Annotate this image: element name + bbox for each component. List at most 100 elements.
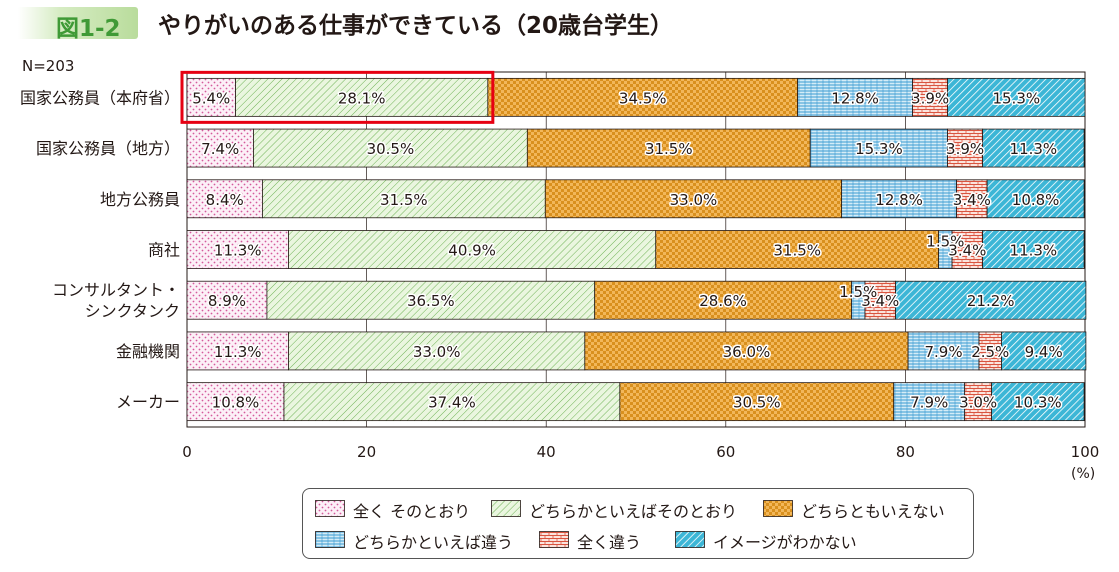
bar-メーカー-series0 [186, 382, 285, 422]
legend-label: どちらともいえない [801, 502, 945, 521]
data-label: 1.5% [839, 283, 877, 301]
category-label: シンクタンク [85, 302, 180, 321]
legend-swatch [539, 531, 569, 548]
data-label: 3.4% [861, 292, 899, 310]
bar-メーカー-series5 [991, 382, 1085, 422]
bar-コンサルタントシンクタンク-series5 [895, 280, 1087, 320]
x-tick-label: 80 [896, 443, 915, 461]
legend-label: イメージがわかない [713, 533, 857, 552]
bar-国家公務員本府省-series2 [487, 77, 799, 117]
bar-メーカー-series1 [283, 382, 621, 422]
data-label: 5.4% [192, 89, 230, 107]
highlight-box [180, 70, 495, 124]
bar-メーカー-series2 [619, 382, 895, 422]
category-label: メーカー [116, 393, 180, 412]
data-label: 11.3% [1010, 140, 1058, 158]
data-label: 12.8% [831, 89, 879, 107]
legend-label: 全く そのとおり [353, 502, 471, 521]
x-tick-label: 0 [182, 443, 192, 461]
category-label: コンサルタント・ [52, 281, 180, 300]
legend-swatch [763, 500, 793, 517]
data-label: 36.0% [723, 343, 771, 361]
bar-金融機関-series5 [1001, 331, 1087, 371]
data-label: 31.5% [645, 140, 693, 158]
data-label: 28.1% [338, 89, 386, 107]
bar-コンサルタントシンクタンク-series1 [266, 280, 596, 320]
bar-商社-series2 [655, 230, 940, 269]
data-label: 7.9% [910, 394, 948, 412]
data-label: 10.3% [1014, 394, 1062, 412]
data-label: 33.0% [413, 343, 461, 361]
bar-地方公務員-series0 [186, 179, 263, 219]
data-label: 7.4% [201, 140, 239, 158]
data-label: 21.2% [967, 292, 1015, 310]
data-label: 9.4% [1025, 343, 1063, 361]
data-label: 2.5% [971, 343, 1009, 361]
data-label: 10.8% [1012, 191, 1060, 209]
category-label: 地方公務員 [100, 190, 180, 209]
legend-swatch [315, 500, 345, 517]
bar-国家公務員地方-series2 [526, 128, 811, 168]
legend-swatch [491, 500, 521, 517]
data-label: 30.5% [367, 140, 415, 158]
category-label: 金融機関 [116, 342, 180, 361]
data-label: 37.4% [428, 394, 476, 412]
bar-地方公務員-series2 [544, 179, 843, 219]
legend: 全く そのとおり どちらかといえばそのとおり どちらともいえないどちらかといえば違う… [302, 488, 974, 559]
bar-金融機関-series0 [186, 331, 289, 371]
data-label: 33.0% [670, 191, 718, 209]
bar-国家公務員本府省-series1 [235, 77, 489, 117]
data-label: 1.5% [926, 233, 964, 251]
data-label: 3.4% [953, 191, 991, 209]
legend-label: どちらかといえば違う [353, 533, 514, 552]
data-label: 28.6% [699, 292, 747, 310]
axis-unit: (%) [1071, 466, 1096, 482]
bar-国家公務員地方-series4 [947, 128, 984, 168]
legend-label: どちらかといえばそのとおり [529, 502, 738, 521]
bar-金融機関-series1 [288, 331, 586, 371]
data-label: 7.9% [925, 343, 963, 361]
data-label: 3.9% [946, 140, 984, 158]
data-label: 34.5% [619, 89, 667, 107]
category-label: 国家公務員（本府省） [20, 88, 180, 107]
data-label: 30.5% [733, 394, 781, 412]
bar-国家公務員地方-series5 [982, 128, 1085, 168]
bar-国家公務員地方-series3 [809, 128, 949, 168]
legend-label: 全く違う [577, 533, 642, 552]
sample-size: N=203 [22, 57, 75, 75]
data-label: 36.5% [407, 292, 455, 310]
data-label: 12.8% [875, 191, 923, 209]
legend-swatch-fill [763, 500, 793, 517]
data-label: 3.0% [959, 394, 997, 412]
bar-コンサルタントシンクタンク-series4 [864, 280, 896, 320]
data-label: 11.3% [1010, 242, 1058, 260]
data-label: 8.9% [208, 292, 246, 310]
bar-商社-series1 [288, 230, 657, 269]
bar-国家公務員本府省-series3 [797, 77, 913, 117]
bar-地方公務員-series5 [986, 179, 1085, 219]
bar-国家公務員本府省-series5 [947, 77, 1086, 117]
legend-swatch-fill [315, 500, 345, 517]
data-label: 40.9% [448, 242, 496, 260]
bar-国家公務員本府省-series0 [186, 77, 236, 117]
bar-コンサルタントシンクタンク-series2 [594, 280, 852, 320]
data-label: 10.8% [212, 394, 260, 412]
legend-swatch [315, 531, 345, 548]
data-label: 31.5% [773, 242, 821, 260]
bar-地方公務員-series1 [262, 179, 546, 219]
bar-メーカー-series4 [964, 382, 993, 422]
bar-メーカー-series3 [893, 382, 966, 422]
legend-swatch-fill [491, 500, 521, 517]
bar-商社-series4 [951, 230, 984, 269]
data-label: 3.9% [911, 89, 949, 107]
legend-swatch-fill [539, 531, 569, 548]
x-tick-label: 100 [1071, 443, 1100, 461]
legend-swatch-fill [315, 531, 345, 548]
figure-number-badge: 図1-2 [18, 7, 138, 42]
chart-title: やりがいのある仕事ができている（20歳台学生） [158, 13, 674, 39]
bar-国家公務員地方-series1 [253, 128, 528, 168]
legend-swatch-fill [675, 531, 705, 548]
data-label: 11.3% [214, 242, 262, 260]
bar-商社-series5 [982, 230, 1085, 269]
